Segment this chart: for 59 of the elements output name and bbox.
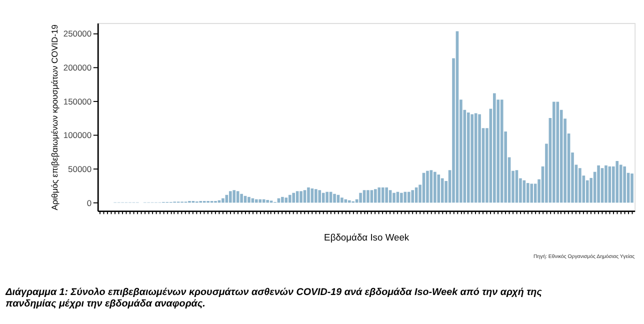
y-tick-label: 250000 [63,28,92,39]
y-tick-label: 0 [86,198,92,208]
bar [314,189,318,203]
bar [366,190,370,203]
bar [232,190,236,203]
x-axis-title: Εβδομάδα Iso Week [324,232,410,242]
bar [381,187,384,203]
bar [300,191,302,203]
bar [292,192,296,203]
y-tick-label: 150000 [63,96,92,106]
bar [604,165,608,203]
bar [326,192,328,203]
bar [400,192,403,203]
bar [288,194,292,203]
bar [333,194,336,203]
bar [407,192,410,203]
bar [262,199,266,203]
y-tick-label: 50000 [68,164,92,174]
bar [248,196,250,203]
bar [597,165,600,203]
bar [526,183,530,203]
bar [426,170,429,203]
bar [630,174,634,203]
bar [478,114,481,203]
bar [240,194,243,203]
bar [623,166,626,203]
bar [378,187,381,203]
bar [318,190,322,203]
bar [411,190,414,203]
bar [470,114,474,203]
bar [392,192,396,203]
bar [255,199,258,203]
bar [374,189,377,203]
bar [281,196,284,203]
bar [266,200,269,203]
bar [616,160,619,203]
bar [359,192,362,203]
bar [258,199,262,203]
bar [434,172,436,203]
bar [440,178,444,203]
bar [530,184,534,203]
bar [466,112,470,203]
bar [500,100,504,203]
bar [552,102,556,203]
y-tick-label: 100000 [63,130,92,140]
text: Διάγραμμα 1: Σύνολο επιβεβαιωμένων κρουσμάτων ασθενών COVID-19 ανά εβδομάδα Iso-Week από την αρχή της πανδημίας μέχρι την εβδομάδα αναφοράς. [4,286,543,310]
bar [437,174,440,203]
y-tick-label: 200000 [63,62,92,72]
bar [228,191,232,203]
bar [222,198,224,203]
bar [322,192,325,203]
bar [619,164,622,203]
bar [556,102,560,203]
bar [578,168,582,203]
bar [340,198,344,203]
bar [307,187,310,203]
bar [493,93,496,203]
bar [385,187,388,203]
y-axis-title: Αριθμός επιβεβαιωμένων κρουσμάτων COVID-19 [50,24,60,210]
